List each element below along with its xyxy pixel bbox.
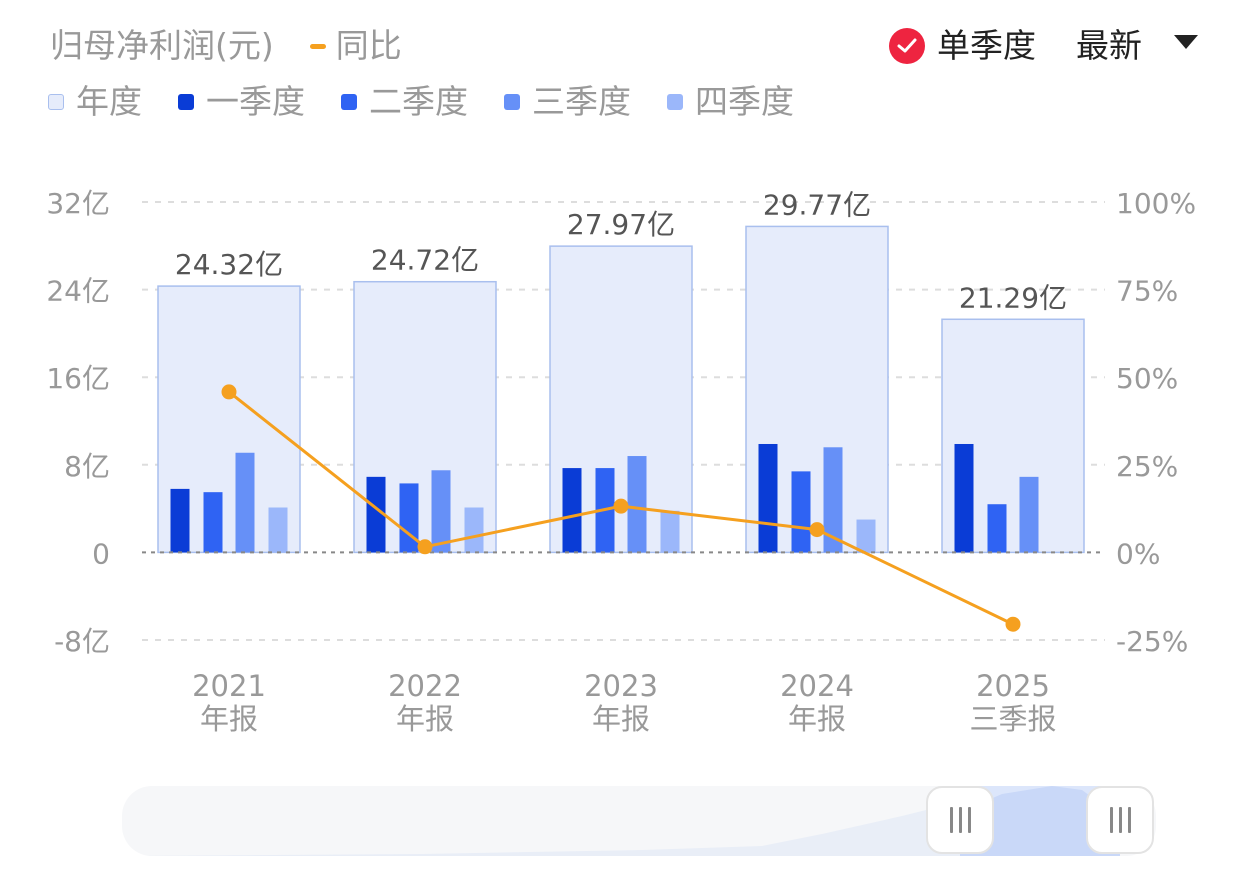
legend-swatch-q4 bbox=[667, 94, 683, 110]
annual-value-label: 27.97亿 bbox=[567, 208, 675, 241]
quarter-bar bbox=[562, 468, 582, 553]
quarter-bar bbox=[235, 452, 255, 553]
legend-item-q2[interactable]: 二季度 bbox=[341, 82, 468, 122]
legend-label-q4: 四季度 bbox=[695, 82, 794, 121]
quarter-bar bbox=[823, 447, 843, 553]
quarter-bar bbox=[366, 476, 386, 553]
y-right-tick-label: 50% bbox=[1116, 362, 1178, 395]
annual-value-label: 21.29亿 bbox=[959, 281, 1067, 314]
yoy-point bbox=[417, 539, 433, 555]
y-left-tick-label: 24亿 bbox=[46, 275, 110, 308]
y-left-tick-label: -8亿 bbox=[54, 625, 110, 658]
y-right-tick-label: 100% bbox=[1116, 187, 1196, 220]
quarter-bar bbox=[268, 507, 288, 553]
legend-label-annual: 年度 bbox=[76, 82, 142, 121]
legend-label-q2: 二季度 bbox=[369, 82, 468, 121]
y-left-tick-label: 8亿 bbox=[64, 450, 110, 483]
quarter-bar bbox=[399, 483, 419, 553]
metric-title: 归母净利润(元) bbox=[50, 26, 274, 65]
right-y-axis: 100% 75% 50% 25% 0% -25% bbox=[1116, 187, 1196, 658]
caret-down-icon bbox=[1174, 35, 1198, 49]
x-axis-label: 年报 bbox=[396, 702, 454, 736]
x-axis-label: 2021 bbox=[192, 669, 266, 703]
y-right-tick-label: 75% bbox=[1116, 275, 1178, 308]
legend-item-annual[interactable]: 年度 bbox=[48, 82, 142, 122]
annual-value-label: 24.32亿 bbox=[175, 248, 283, 281]
x-axis-label: 2022 bbox=[388, 669, 462, 703]
y-left-tick-label: 32亿 bbox=[46, 187, 110, 220]
slider-left-handle[interactable] bbox=[926, 786, 994, 854]
quarter-bar bbox=[954, 443, 974, 553]
quarter-bar bbox=[758, 443, 778, 553]
annual-value-label: 29.77亿 bbox=[763, 188, 871, 221]
quarter-bar bbox=[627, 456, 647, 553]
checkmark-icon[interactable] bbox=[889, 28, 925, 64]
yoy-line bbox=[221, 384, 1021, 632]
legend-swatch-q1 bbox=[178, 94, 194, 110]
yoy-point bbox=[613, 498, 629, 514]
quarter-bar bbox=[170, 488, 190, 553]
y-right-tick-label: 0% bbox=[1116, 537, 1160, 570]
range-slider-preview bbox=[122, 786, 1120, 856]
quarter-bar bbox=[464, 507, 484, 553]
legend-swatch-annual bbox=[48, 94, 64, 110]
legend-swatch-q3 bbox=[504, 94, 520, 110]
legend-swatch-q2 bbox=[341, 94, 357, 110]
slider-right-handle[interactable] bbox=[1086, 786, 1154, 854]
quarter-bar bbox=[203, 492, 223, 553]
yoy-point bbox=[1005, 616, 1021, 632]
y-right-tick-label: -25% bbox=[1116, 625, 1188, 658]
y-right-tick-label: 25% bbox=[1116, 450, 1178, 483]
x-axis-label: 年报 bbox=[788, 702, 846, 736]
chart-controls: 单季度 最新 bbox=[889, 26, 1198, 66]
chart-header: 归母净利润(元) 同比 bbox=[50, 26, 402, 66]
x-axis-label: 年报 bbox=[200, 702, 258, 736]
range-slider-track[interactable] bbox=[122, 786, 1156, 856]
x-axis-label: 2023 bbox=[584, 669, 658, 703]
legend-item-q3[interactable]: 三季度 bbox=[504, 82, 631, 122]
quarter-bar bbox=[660, 510, 680, 553]
x-axis-label: 年报 bbox=[592, 702, 650, 736]
legend-label-q1: 一季度 bbox=[206, 82, 305, 121]
x-axis-label: 2025 bbox=[976, 669, 1050, 703]
yoy-legend-line-icon bbox=[309, 43, 326, 49]
yoy-legend-label: 同比 bbox=[335, 26, 402, 65]
left-y-axis: 32亿 24亿 16亿 8亿 0 -8亿 bbox=[46, 187, 110, 658]
single-quarter-toggle-label[interactable]: 单季度 bbox=[937, 26, 1036, 65]
annual-value-label: 24.72亿 bbox=[371, 244, 479, 277]
quarter-bar bbox=[856, 519, 876, 553]
quarter-bars bbox=[170, 443, 1039, 553]
period-dropdown[interactable]: 最新 bbox=[1076, 26, 1198, 66]
legend-item-q4[interactable]: 四季度 bbox=[667, 82, 794, 122]
y-left-tick-label: 0 bbox=[92, 537, 110, 570]
net-profit-chart: 32亿 24亿 16亿 8亿 0 -8亿 100% 75% 50% 25% 0% -25% 24.3… bbox=[46, 187, 1196, 736]
quarter-bar bbox=[791, 471, 811, 553]
y-left-tick-label: 16亿 bbox=[46, 362, 110, 395]
yoy-point bbox=[221, 384, 237, 400]
yoy-point bbox=[809, 522, 825, 538]
quarter-bar bbox=[431, 470, 451, 553]
series-legend: 年度 一季度 二季度 三季度 四季度 bbox=[48, 82, 830, 122]
legend-label-q3: 三季度 bbox=[532, 82, 631, 121]
quarter-bar bbox=[1019, 476, 1039, 553]
x-axis-label: 三季报 bbox=[969, 702, 1056, 736]
x-axis-label: 2024 bbox=[780, 669, 854, 703]
quarter-bar bbox=[987, 504, 1007, 553]
period-dropdown-label: 最新 bbox=[1076, 26, 1142, 65]
annual-value-labels: 24.32亿 24.72亿 27.97亿 29.77亿 21.29亿 bbox=[175, 188, 1067, 314]
legend-item-q1[interactable]: 一季度 bbox=[178, 82, 305, 122]
